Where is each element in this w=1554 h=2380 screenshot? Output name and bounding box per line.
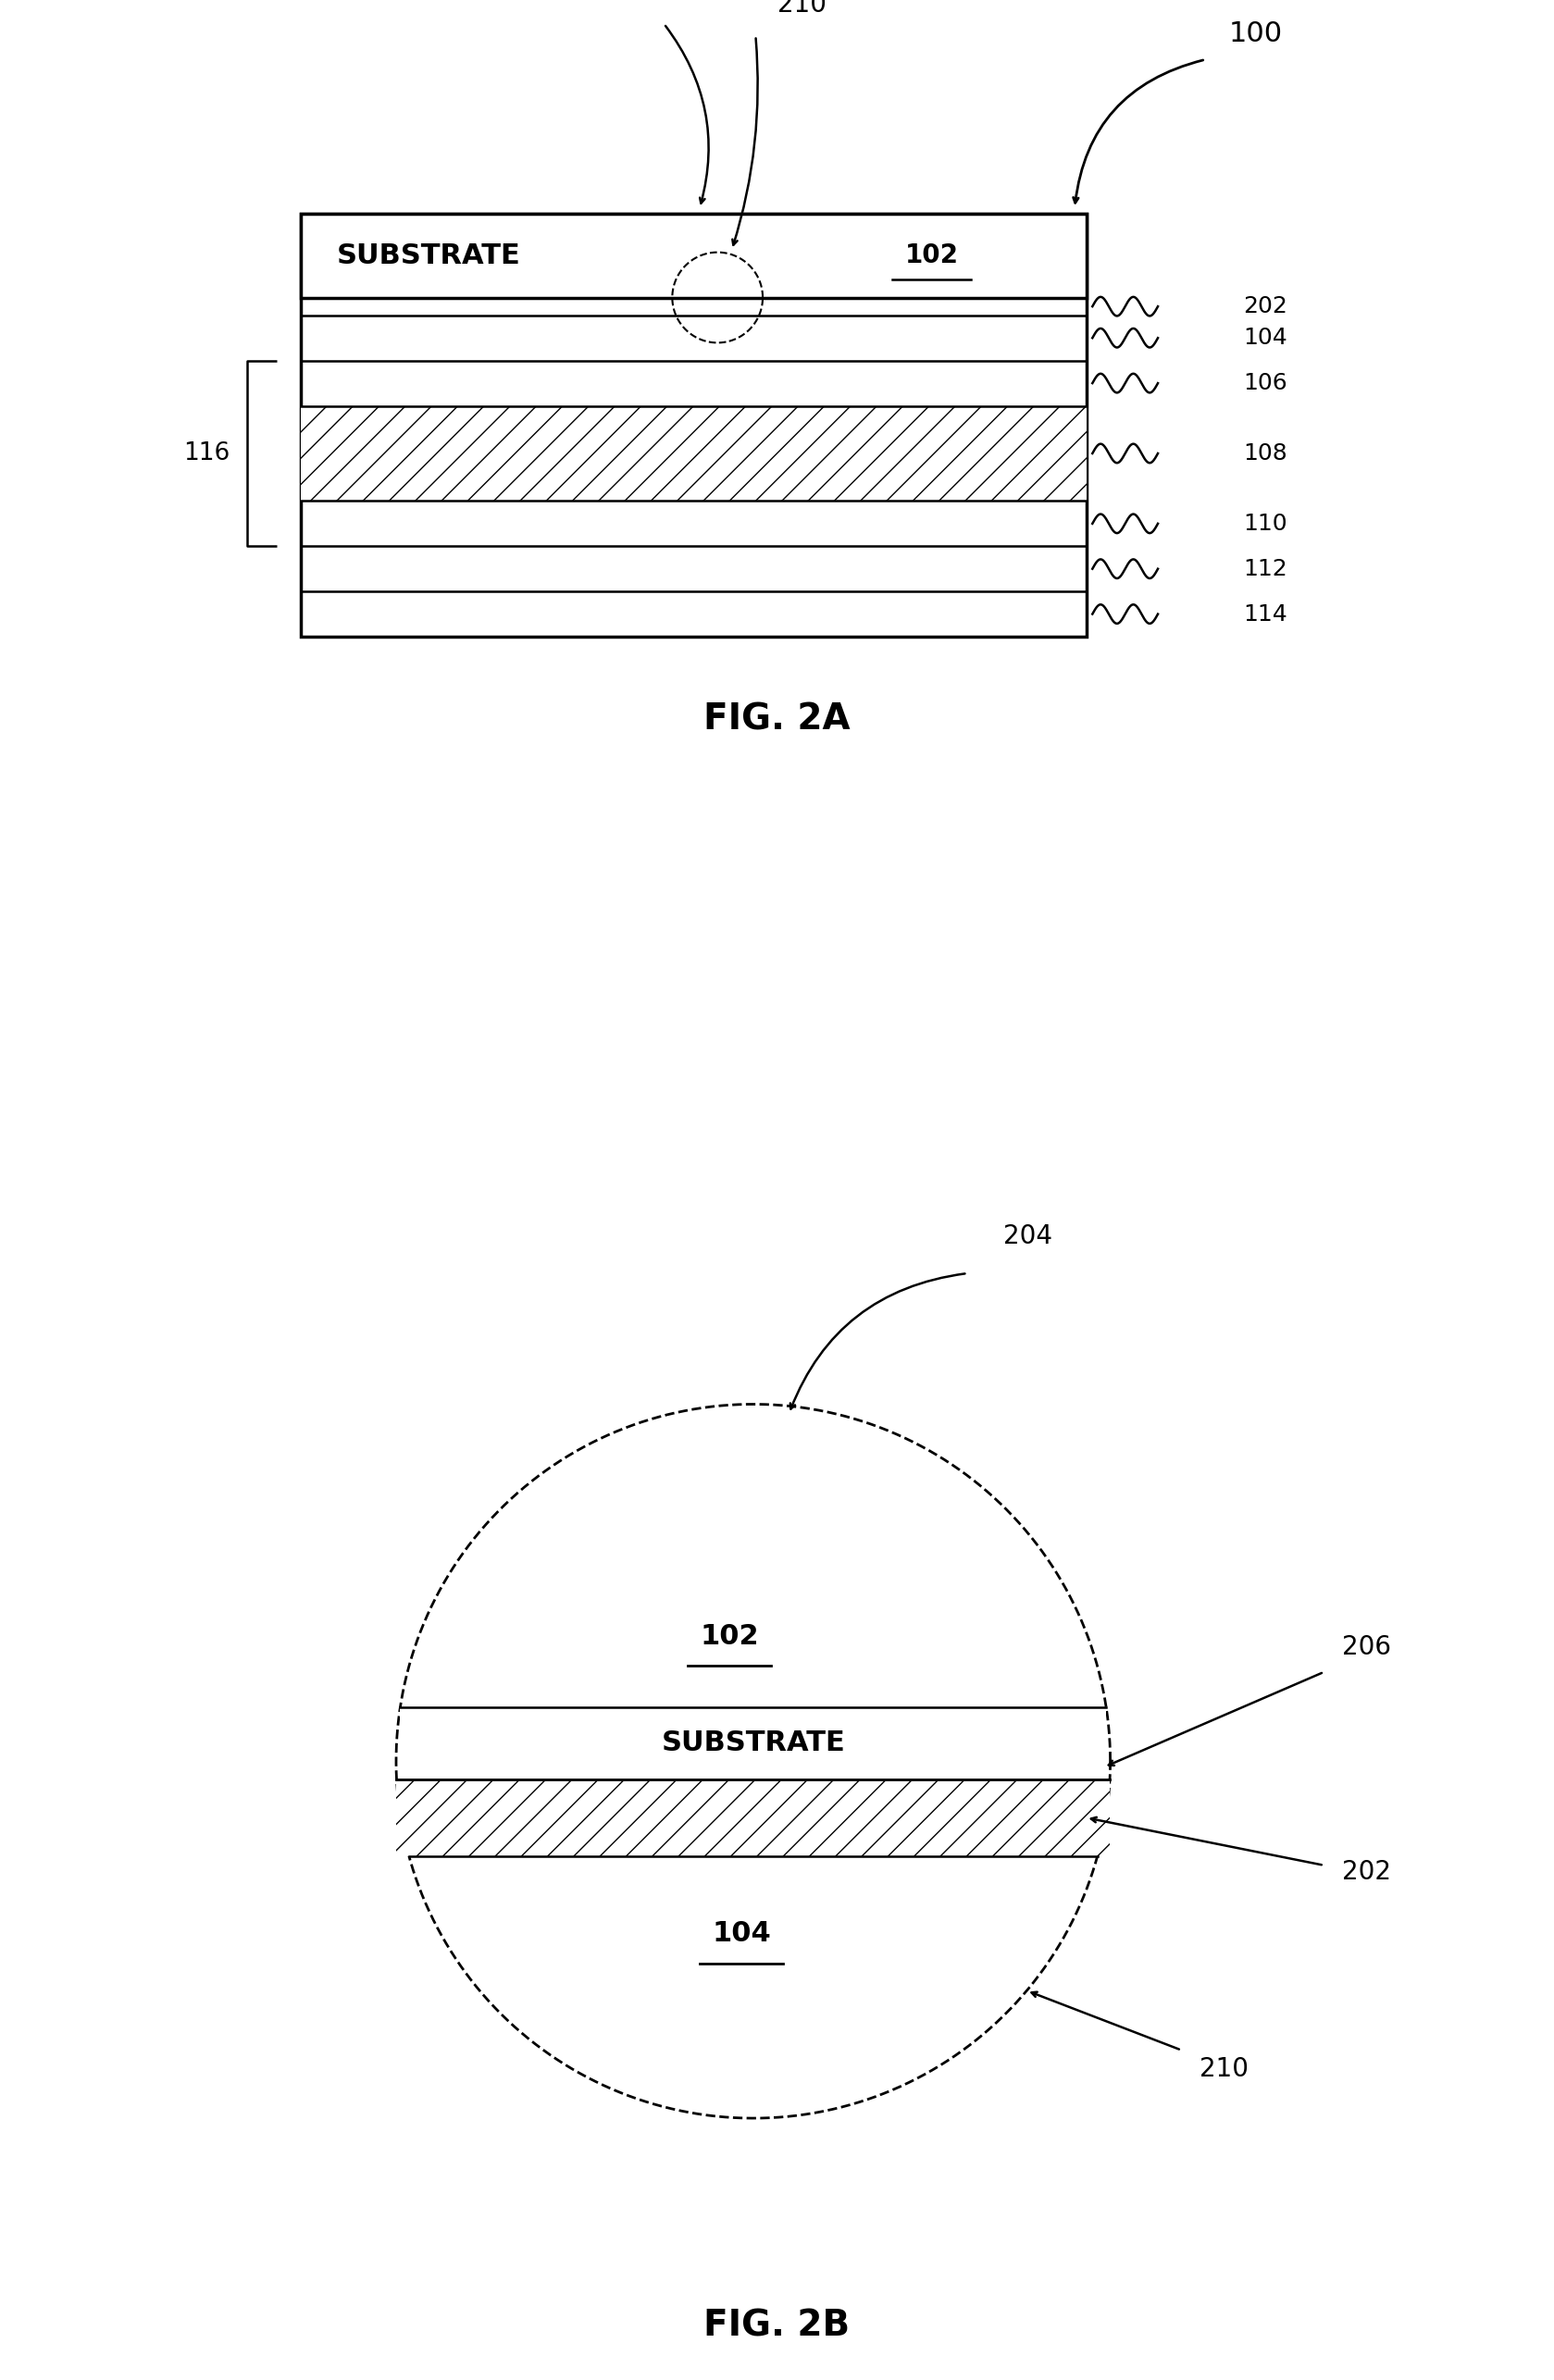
Text: 210: 210: [1200, 2056, 1248, 2082]
Text: 104: 104: [1243, 326, 1288, 350]
Text: 106: 106: [1243, 371, 1288, 395]
Text: 204: 204: [609, 0, 659, 7]
Bar: [396, 1780, 1110, 1856]
Text: 114: 114: [1243, 602, 1288, 626]
Text: 202: 202: [1343, 1859, 1391, 1885]
Text: FIG. 2A: FIG. 2A: [704, 702, 850, 738]
Bar: [401, 1709, 1106, 1780]
Text: 112: 112: [1243, 557, 1288, 581]
Bar: [301, 214, 1086, 298]
Text: 100: 100: [1229, 21, 1284, 48]
Text: 210: 210: [777, 0, 827, 17]
Text: SUBSTRATE: SUBSTRATE: [337, 243, 521, 269]
Text: 204: 204: [1004, 1223, 1052, 1250]
Text: 202: 202: [1243, 295, 1288, 317]
Text: 116: 116: [183, 440, 230, 466]
Text: 108: 108: [1243, 443, 1288, 464]
Text: 110: 110: [1243, 512, 1288, 536]
Text: 102: 102: [904, 243, 959, 269]
Text: SUBSTRATE: SUBSTRATE: [660, 1730, 845, 1756]
Bar: [301, 405, 1086, 502]
Text: FIG. 2B: FIG. 2B: [704, 2309, 850, 2344]
Text: 104: 104: [712, 1921, 771, 1947]
Bar: [301, 214, 1086, 635]
Text: 102: 102: [699, 1623, 758, 1649]
Text: 206: 206: [1343, 1635, 1391, 1661]
